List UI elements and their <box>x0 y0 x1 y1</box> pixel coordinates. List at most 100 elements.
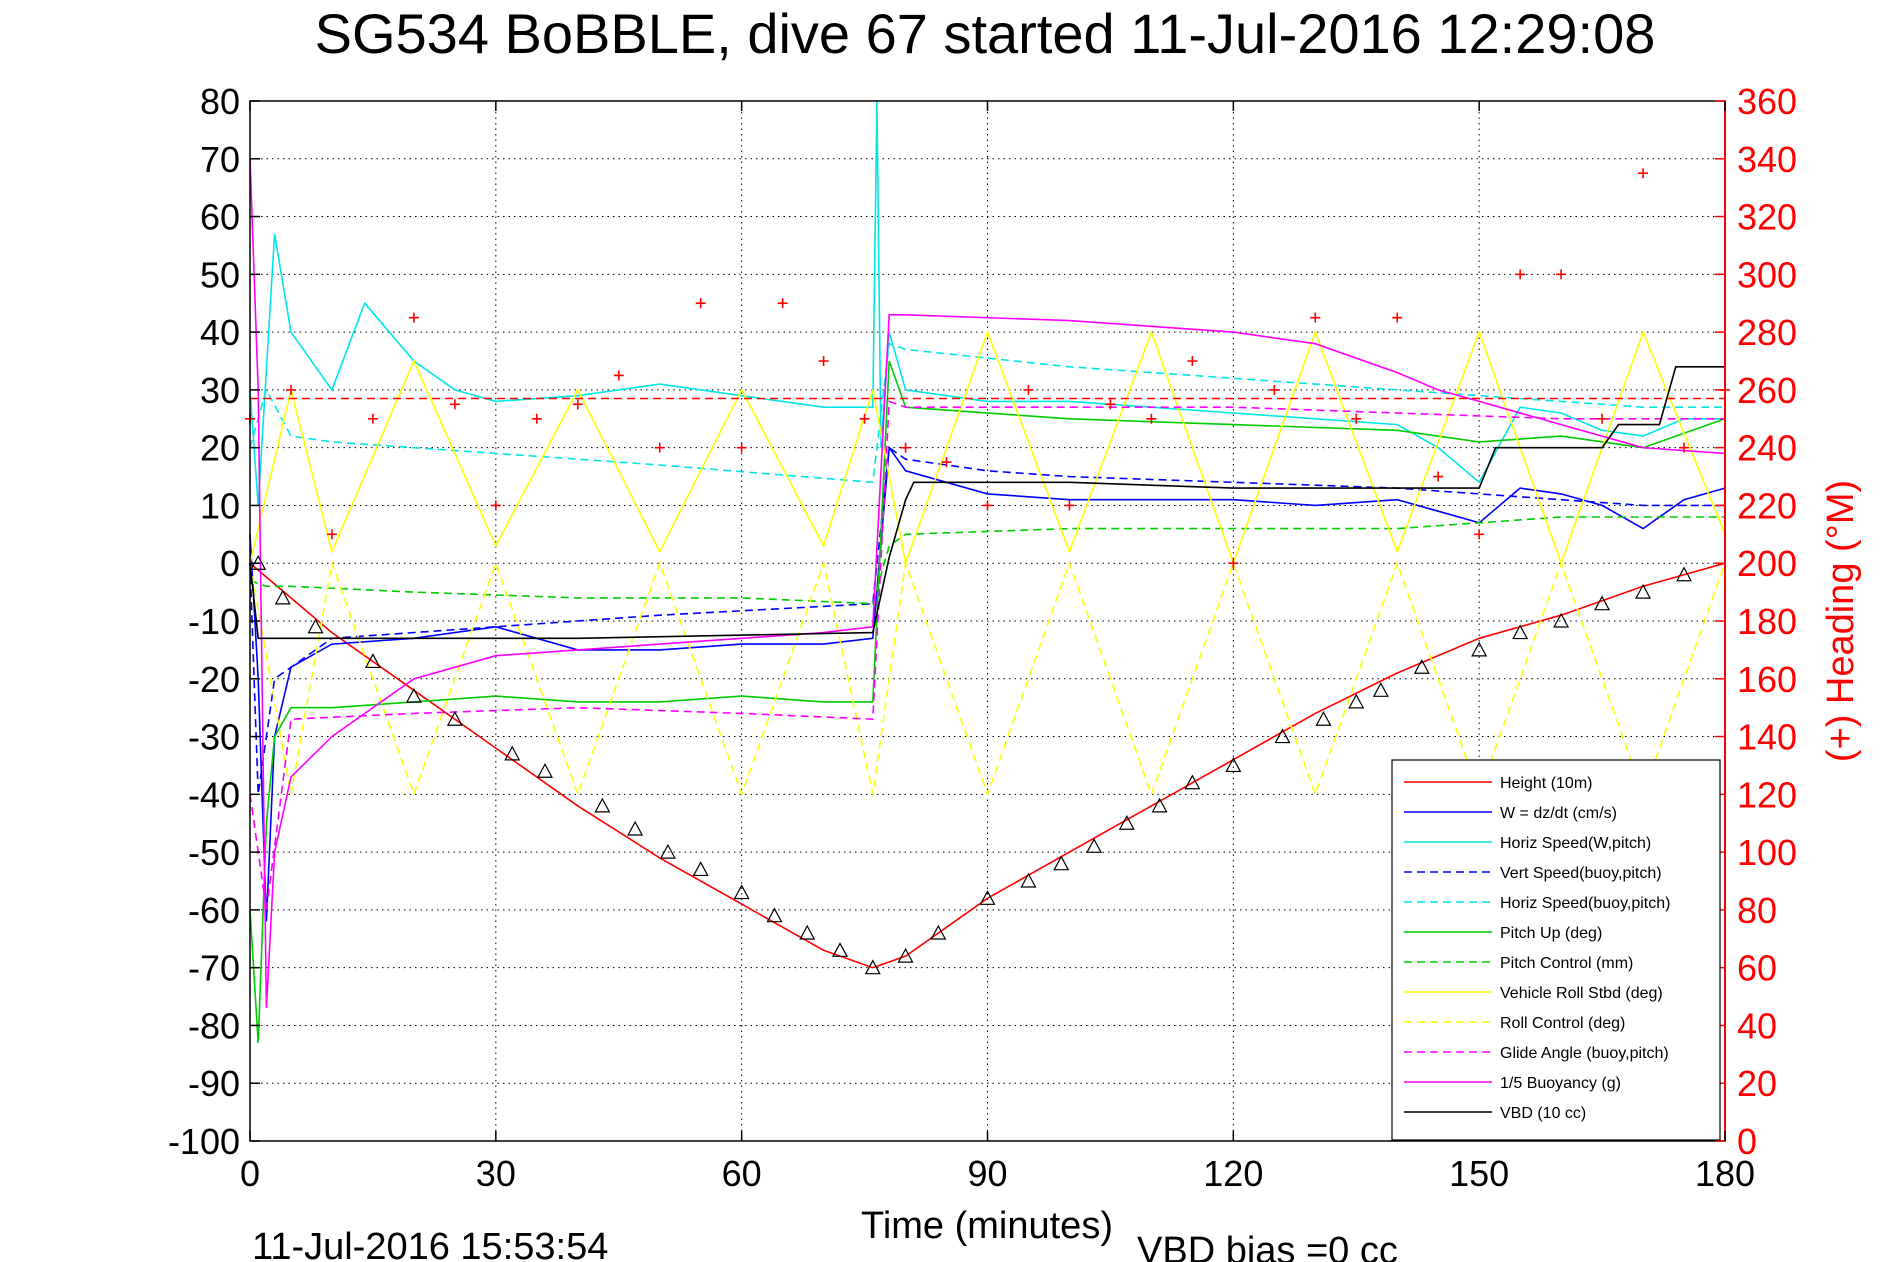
y-right-tick-label: 100 <box>1737 832 1797 873</box>
heading-marker <box>613 370 624 381</box>
y-tick-label: -30 <box>188 717 240 758</box>
depth-marker <box>1151 797 1168 813</box>
legend-label: Height (10m) <box>1500 775 1592 792</box>
heading-marker <box>449 399 460 410</box>
series-line <box>249 516 1725 605</box>
heading-marker <box>654 442 665 453</box>
axes: 0 30 60 90 120 150 18080706050403020100-10-20-… <box>168 81 1797 1194</box>
depth-marker <box>1086 838 1103 853</box>
depth-marker <box>1372 682 1389 697</box>
y-tick-label: -40 <box>188 774 240 815</box>
y-right-tick-label: 200 <box>1737 543 1797 584</box>
depth-marker <box>799 924 816 940</box>
y-tick-label: -70 <box>188 948 240 989</box>
heading-marker <box>859 413 870 424</box>
heading-marker <box>572 399 583 410</box>
depth-marker <box>1315 710 1332 726</box>
y-tick-label: -10 <box>188 601 240 642</box>
heading-marker <box>1474 529 1485 540</box>
y-tick-label: 50 <box>200 254 240 295</box>
depth-marker <box>930 924 947 940</box>
y-tick-label: 30 <box>200 370 240 411</box>
y-right-tick-label: 40 <box>1737 1005 1777 1046</box>
heading-marker <box>982 500 993 511</box>
depth-marker <box>627 820 644 836</box>
series-line <box>249 562 1726 969</box>
y-tick-label: 20 <box>200 428 240 469</box>
heading-marker <box>1638 168 1649 179</box>
heading-marker <box>818 356 829 366</box>
y-tick-label: -60 <box>188 890 240 931</box>
series-layer <box>249 100 1726 1043</box>
heading-marker <box>1023 384 1034 395</box>
y-tick-label: -90 <box>188 1063 240 1104</box>
y-tick-label: 60 <box>200 197 240 238</box>
y-tick-label: -50 <box>188 832 240 873</box>
depth-marker <box>1184 774 1201 790</box>
legend-label: Horiz Speed(W,pitch) <box>1500 835 1651 852</box>
footer-vbd-bias: VBD bias =0 cc <box>1137 1230 1398 1262</box>
y-right-tick-label: 60 <box>1737 948 1777 989</box>
legend: Height (10m) W = dz/dt (cm/s) Horiz Speed(… <box>1391 759 1721 1141</box>
y-tick-label: 0 <box>220 543 240 584</box>
depth-marker <box>831 942 849 957</box>
y-right-tick-label: 340 <box>1737 139 1797 180</box>
legend-label: Pitch Up (deg) <box>1500 925 1602 942</box>
heading-marker <box>1392 312 1403 323</box>
series-line <box>249 400 1725 911</box>
heading-marker <box>736 442 747 453</box>
y-tick-label: -100 <box>168 1121 240 1162</box>
heading-marker <box>1351 413 1362 424</box>
heading-marker <box>1556 269 1567 280</box>
depth-marker <box>504 745 521 761</box>
depth-marker <box>692 861 709 877</box>
heading-layer <box>245 168 1730 569</box>
depth-marker <box>897 947 914 963</box>
series-line <box>249 342 1725 484</box>
depth-marker <box>364 653 381 669</box>
y-tick-label: 80 <box>200 81 240 122</box>
heading-marker <box>408 312 419 323</box>
y-right-tick-label: 280 <box>1737 312 1797 353</box>
depth-marker <box>405 687 422 703</box>
heading-marker <box>531 413 542 424</box>
legend-label: Horiz Speed(buoy,pitch) <box>1500 895 1670 912</box>
right-axis-title: (+) Heading (°M) <box>1820 480 1862 762</box>
depth-marker <box>1635 583 1652 599</box>
heading-marker <box>777 298 788 309</box>
x-tick-label: 90 <box>967 1153 1007 1194</box>
heading-marker <box>326 529 337 540</box>
y-right-tick-label: 140 <box>1737 717 1797 758</box>
heading-marker <box>1187 356 1198 366</box>
x-tick-label: 120 <box>1203 1153 1263 1194</box>
y-right-tick-label: 240 <box>1737 428 1797 469</box>
depth-marker <box>1413 658 1430 674</box>
legend-label: W = dz/dt (cm/s) <box>1500 805 1617 822</box>
heading-marker <box>900 442 911 453</box>
series-line <box>249 445 1726 922</box>
depth-marker <box>1594 595 1611 611</box>
y-right-tick-label: 160 <box>1737 659 1797 700</box>
legend-label: Pitch Control (mm) <box>1500 955 1633 972</box>
depth-marker <box>536 762 554 778</box>
footer-timestamp: 11-Jul-2016 15:53:54 <box>252 1226 608 1262</box>
legend-label: VBD (10 cc) <box>1500 1105 1586 1122</box>
depth-marker <box>1553 612 1570 628</box>
legend-label: Vert Speed(buoy,pitch) <box>1500 865 1662 882</box>
x-tick-label: 0 <box>240 1153 260 1194</box>
legend-label: 1/5 Buoyancy (g) <box>1500 1075 1621 1092</box>
y-right-tick-label: 180 <box>1737 601 1797 642</box>
heading-marker <box>285 384 296 395</box>
depth-marker <box>659 843 676 859</box>
y-tick-label: -80 <box>188 1005 240 1046</box>
heading-marker <box>367 413 378 424</box>
y-right-tick-label: 300 <box>1737 254 1797 295</box>
depth-marker <box>307 618 324 634</box>
depth-marker <box>1471 641 1488 657</box>
y-right-tick-label: 20 <box>1737 1063 1777 1104</box>
y-right-tick-label: 260 <box>1737 370 1797 411</box>
heading-marker <box>1515 269 1526 280</box>
heading-marker <box>1228 558 1239 569</box>
depth-marker <box>1676 566 1693 582</box>
y-right-tick-label: 0 <box>1737 1121 1757 1162</box>
